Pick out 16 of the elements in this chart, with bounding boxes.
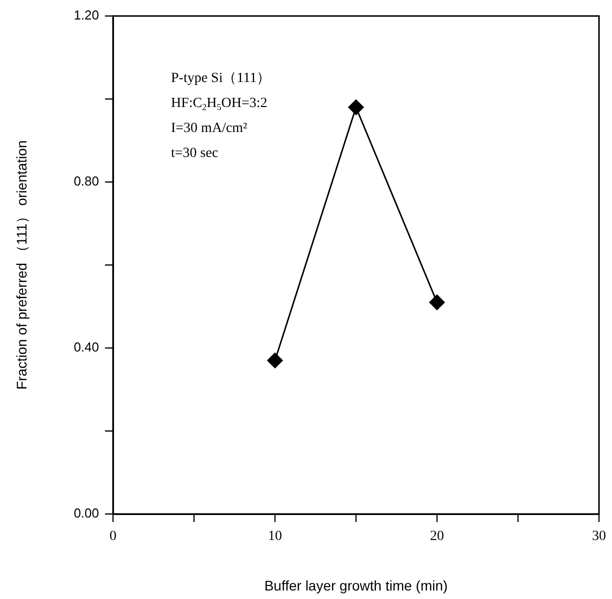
annotation: t=30 sec <box>171 146 218 161</box>
x-tick-label: 0 <box>110 529 116 544</box>
y-tick-label: 1.20 <box>74 8 99 23</box>
point <box>348 100 364 116</box>
x-tick-label: 20 <box>430 529 444 544</box>
point <box>429 294 445 310</box>
annotation: P-type Si（111） <box>171 71 271 86</box>
y-tick-label: 0.40 <box>74 340 99 355</box>
y-axis-title: Fraction of preferred （111） orientation <box>13 140 30 390</box>
y-tick-label: 0.80 <box>74 174 99 189</box>
point <box>267 352 283 368</box>
annotation: I=30 mA/cm² <box>171 121 248 136</box>
x-axis-title: Buffer layer growth time (min) <box>264 577 448 594</box>
y-tick-label: 0.00 <box>74 506 99 521</box>
x-tick-label: 30 <box>592 529 606 544</box>
x-tick-label: 10 <box>268 529 282 544</box>
